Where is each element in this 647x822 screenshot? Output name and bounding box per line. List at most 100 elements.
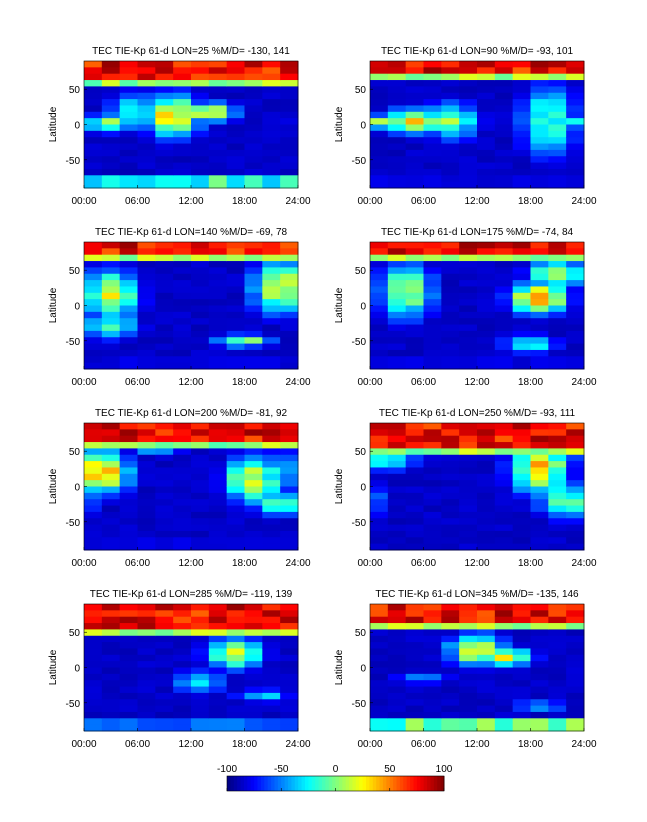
heatmap-cell xyxy=(191,654,210,662)
heatmap-cell xyxy=(494,616,514,624)
heatmap-cell xyxy=(530,642,549,649)
heatmap-cell xyxy=(208,267,228,275)
heatmap-cell xyxy=(548,124,567,132)
heatmap-cell xyxy=(530,461,549,468)
heatmap-cell xyxy=(405,492,424,500)
heatmap-cell xyxy=(477,118,496,125)
heatmap-cell xyxy=(387,137,407,145)
heatmap-cell xyxy=(208,667,228,675)
heatmap-cell xyxy=(280,692,299,700)
heatmap-cell xyxy=(226,67,245,75)
heatmap-cell xyxy=(477,686,496,694)
heatmap-cell xyxy=(423,242,442,249)
heatmap-cell xyxy=(119,718,138,726)
x-tick-label: 06:00 xyxy=(125,558,150,569)
colorbar-segment xyxy=(338,776,343,791)
heatmap-cell xyxy=(512,324,531,332)
heatmap-cell xyxy=(477,629,496,637)
heatmap-cell xyxy=(191,318,210,326)
heatmap-cell xyxy=(459,511,478,519)
heatmap-cell xyxy=(244,286,263,294)
heatmap-cell xyxy=(494,518,514,526)
heatmap-cell xyxy=(101,705,121,713)
heatmap-cell xyxy=(512,67,531,75)
heatmap-cell xyxy=(405,518,424,526)
heatmap-cell xyxy=(566,667,585,675)
heatmap-cell xyxy=(477,530,496,538)
heatmap-cell xyxy=(423,429,442,437)
heatmap-cell xyxy=(262,480,281,487)
heatmap-cell xyxy=(405,604,424,611)
heatmap-cell xyxy=(441,505,460,513)
heatmap-cell xyxy=(226,435,245,443)
heatmap-cell xyxy=(191,623,210,630)
heatmap-cell xyxy=(459,286,478,294)
heatmap-cell xyxy=(530,480,549,487)
heatmap-cell xyxy=(191,543,210,551)
y-tick-label: 50 xyxy=(69,266,81,277)
heatmap-cell xyxy=(119,273,138,281)
heatmap-cell xyxy=(441,473,460,481)
heatmap-cell xyxy=(191,124,210,132)
heatmap-cell xyxy=(441,311,460,319)
heatmap-cell xyxy=(155,454,174,462)
heatmap-cell xyxy=(191,162,210,170)
heatmap-cell xyxy=(512,435,531,443)
heatmap-cell xyxy=(423,711,442,719)
heatmap-cell xyxy=(173,280,192,287)
heatmap-cell xyxy=(477,429,496,437)
heatmap-cell xyxy=(459,705,478,713)
heatmap-cell xyxy=(155,435,174,443)
heatmap-cell xyxy=(548,667,567,675)
heatmap-cell xyxy=(173,667,192,675)
heatmap-cell xyxy=(208,111,228,119)
heatmap-cell xyxy=(477,480,496,487)
y-tick-label: -50 xyxy=(352,337,367,348)
heatmap-cell xyxy=(208,143,228,151)
heatmap-cell xyxy=(262,261,281,268)
heatmap-cell xyxy=(119,337,138,345)
heatmap-cell xyxy=(226,530,245,538)
heatmap-cell xyxy=(262,137,281,145)
heatmap-cell xyxy=(119,137,138,145)
heatmap-cell xyxy=(191,168,210,176)
colorbar-segment xyxy=(420,776,425,791)
heatmap-cell xyxy=(84,473,103,481)
heatmap-cell xyxy=(512,518,531,526)
heatmap-cell xyxy=(387,473,407,481)
heatmap-cell xyxy=(566,61,585,68)
heatmap-cell xyxy=(191,311,210,319)
heatmap-cell xyxy=(155,143,174,151)
heatmap-cell xyxy=(566,505,585,513)
heatmap-cell xyxy=(370,480,389,487)
heatmap-cell xyxy=(405,718,424,726)
heatmap-cell xyxy=(280,67,299,75)
heatmap-cell xyxy=(119,343,138,351)
heatmap-cell xyxy=(387,499,407,507)
heatmap-cell xyxy=(548,149,567,157)
heatmap-cell xyxy=(530,124,549,132)
heatmap-cell xyxy=(459,61,478,68)
heatmap-cell xyxy=(405,343,424,351)
heatmap-cell xyxy=(530,518,549,526)
heatmap-cell xyxy=(548,480,567,487)
heatmap-cell xyxy=(280,473,299,481)
heatmap-cell xyxy=(137,254,156,262)
heatmap-cell xyxy=(84,162,103,170)
heatmap-cell xyxy=(101,635,121,643)
heatmap-cell xyxy=(244,524,263,532)
heatmap-cell xyxy=(512,423,531,430)
heatmap-cell xyxy=(137,330,156,338)
heatmap-cell xyxy=(370,124,389,132)
heatmap-cell xyxy=(280,324,299,332)
y-axis-label: Latitude xyxy=(334,287,345,323)
heatmap-cell xyxy=(244,543,263,551)
heatmap-cell xyxy=(137,73,156,81)
heatmap-cell xyxy=(137,261,156,268)
heatmap-cell xyxy=(405,349,424,357)
heatmap-cell xyxy=(494,623,514,630)
heatmap-cell xyxy=(566,610,585,618)
x-tick-label: 24:00 xyxy=(285,196,310,207)
heatmap-cell xyxy=(101,699,121,707)
heatmap-cell xyxy=(119,467,138,475)
